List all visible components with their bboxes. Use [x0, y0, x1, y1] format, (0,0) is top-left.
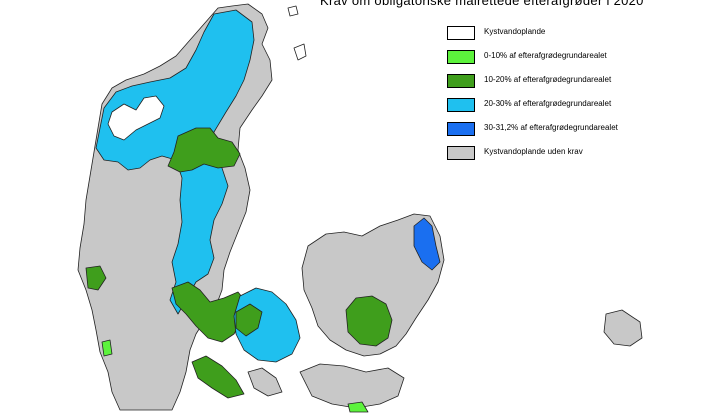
- legend-item: Kystvandoplande uden krav: [447, 146, 667, 160]
- legend-swatch-white: [447, 26, 475, 40]
- legend-swatch-blue: [447, 122, 475, 136]
- jutland-blue-zone: [95, 9, 255, 315]
- anholt-island: [293, 43, 307, 61]
- legend-label: Kystvandoplande uden krav: [484, 147, 583, 156]
- legend-label: 30-31,2% af efterafgrødegrundarealet: [484, 123, 618, 132]
- legend-label: 0-10% af efterafgrødegrundarealet: [484, 51, 607, 60]
- legend-swatch-green: [447, 74, 475, 88]
- south-islands-grey: [247, 367, 283, 397]
- legend-swatch-lightgreen: [447, 50, 475, 64]
- lolland-region: [299, 363, 405, 409]
- legend-item: Kystvandoplande: [447, 26, 667, 40]
- legend-item: 20-30% af efterafgrødegrundarealet: [447, 98, 667, 112]
- sw-lightgreen: [101, 339, 113, 357]
- limfjord-water: [107, 95, 165, 141]
- legend-label: 20-30% af efterafgrødegrundarealet: [484, 99, 612, 108]
- south-lightgreen: [347, 401, 369, 413]
- west-jutland-green: [85, 265, 107, 291]
- laeso-island: [287, 5, 299, 17]
- south-islands-green: [191, 355, 245, 399]
- legend-label: 10-20% af efterafgrødegrundarealet: [484, 75, 612, 84]
- legend-item: 10-20% af efterafgrødegrundarealet: [447, 74, 667, 88]
- legend-item: 30-31,2% af efterafgrødegrundarealet: [447, 122, 667, 136]
- funen-green: [235, 303, 263, 337]
- legend-swatch-grey: [447, 146, 475, 160]
- map-title: Krav om obligatoriske målrettede efteraf…: [320, 0, 644, 8]
- zealand-blue-zone: [413, 217, 441, 271]
- legend-label: Kystvandoplande: [484, 27, 546, 36]
- bornholm-region: [603, 309, 643, 347]
- zealand-green-zone: [345, 295, 393, 347]
- legend-swatch-lightblue: [447, 98, 475, 112]
- legend-item: 0-10% af efterafgrødegrundarealet: [447, 50, 667, 64]
- zealand-region: [301, 213, 445, 357]
- jutland-green-zone: [167, 127, 241, 173]
